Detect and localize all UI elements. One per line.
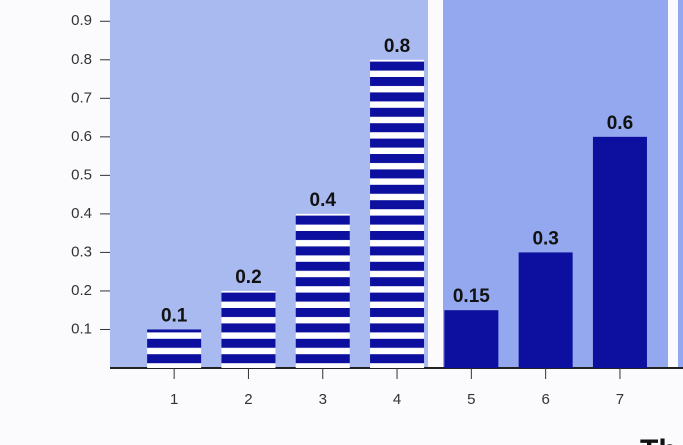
panel-edge bbox=[678, 0, 683, 368]
x-tick-label: 6 bbox=[541, 391, 549, 408]
value-label: 0.2 bbox=[235, 267, 261, 288]
bar bbox=[370, 59, 425, 368]
y-tick-label: 0.6 bbox=[71, 128, 92, 145]
bar bbox=[295, 213, 350, 368]
bar bbox=[592, 136, 647, 368]
value-label: 0.8 bbox=[384, 36, 410, 57]
caption: Th bbox=[640, 434, 677, 445]
y-tick-label: 0.5 bbox=[71, 166, 92, 183]
y-tick-label: 0.1 bbox=[71, 320, 92, 337]
bar bbox=[221, 290, 276, 368]
x-tick-label: 4 bbox=[393, 391, 401, 408]
x-tick-label: 7 bbox=[616, 391, 624, 408]
value-label: 0.1 bbox=[161, 305, 188, 326]
x-tick-label: 5 bbox=[467, 391, 475, 408]
value-label: 0.15 bbox=[453, 286, 490, 307]
value-label: 0.3 bbox=[532, 228, 558, 249]
x-tick-label: 1 bbox=[170, 391, 178, 408]
bar bbox=[147, 329, 202, 368]
value-label: 0.4 bbox=[310, 190, 337, 211]
y-tick-label: 0.8 bbox=[71, 51, 92, 68]
bar bbox=[444, 310, 499, 368]
x-tick-label: 2 bbox=[244, 391, 252, 408]
bar bbox=[518, 252, 573, 368]
y-tick-label: 0.3 bbox=[71, 243, 92, 260]
y-tick-label: 0.9 bbox=[71, 12, 92, 29]
y-tick-label: 0.7 bbox=[71, 89, 92, 106]
y-tick-label: 0.4 bbox=[71, 205, 92, 222]
value-label: 0.6 bbox=[607, 113, 633, 134]
x-tick-label: 3 bbox=[319, 391, 327, 408]
y-tick-label: 0.2 bbox=[71, 282, 92, 299]
